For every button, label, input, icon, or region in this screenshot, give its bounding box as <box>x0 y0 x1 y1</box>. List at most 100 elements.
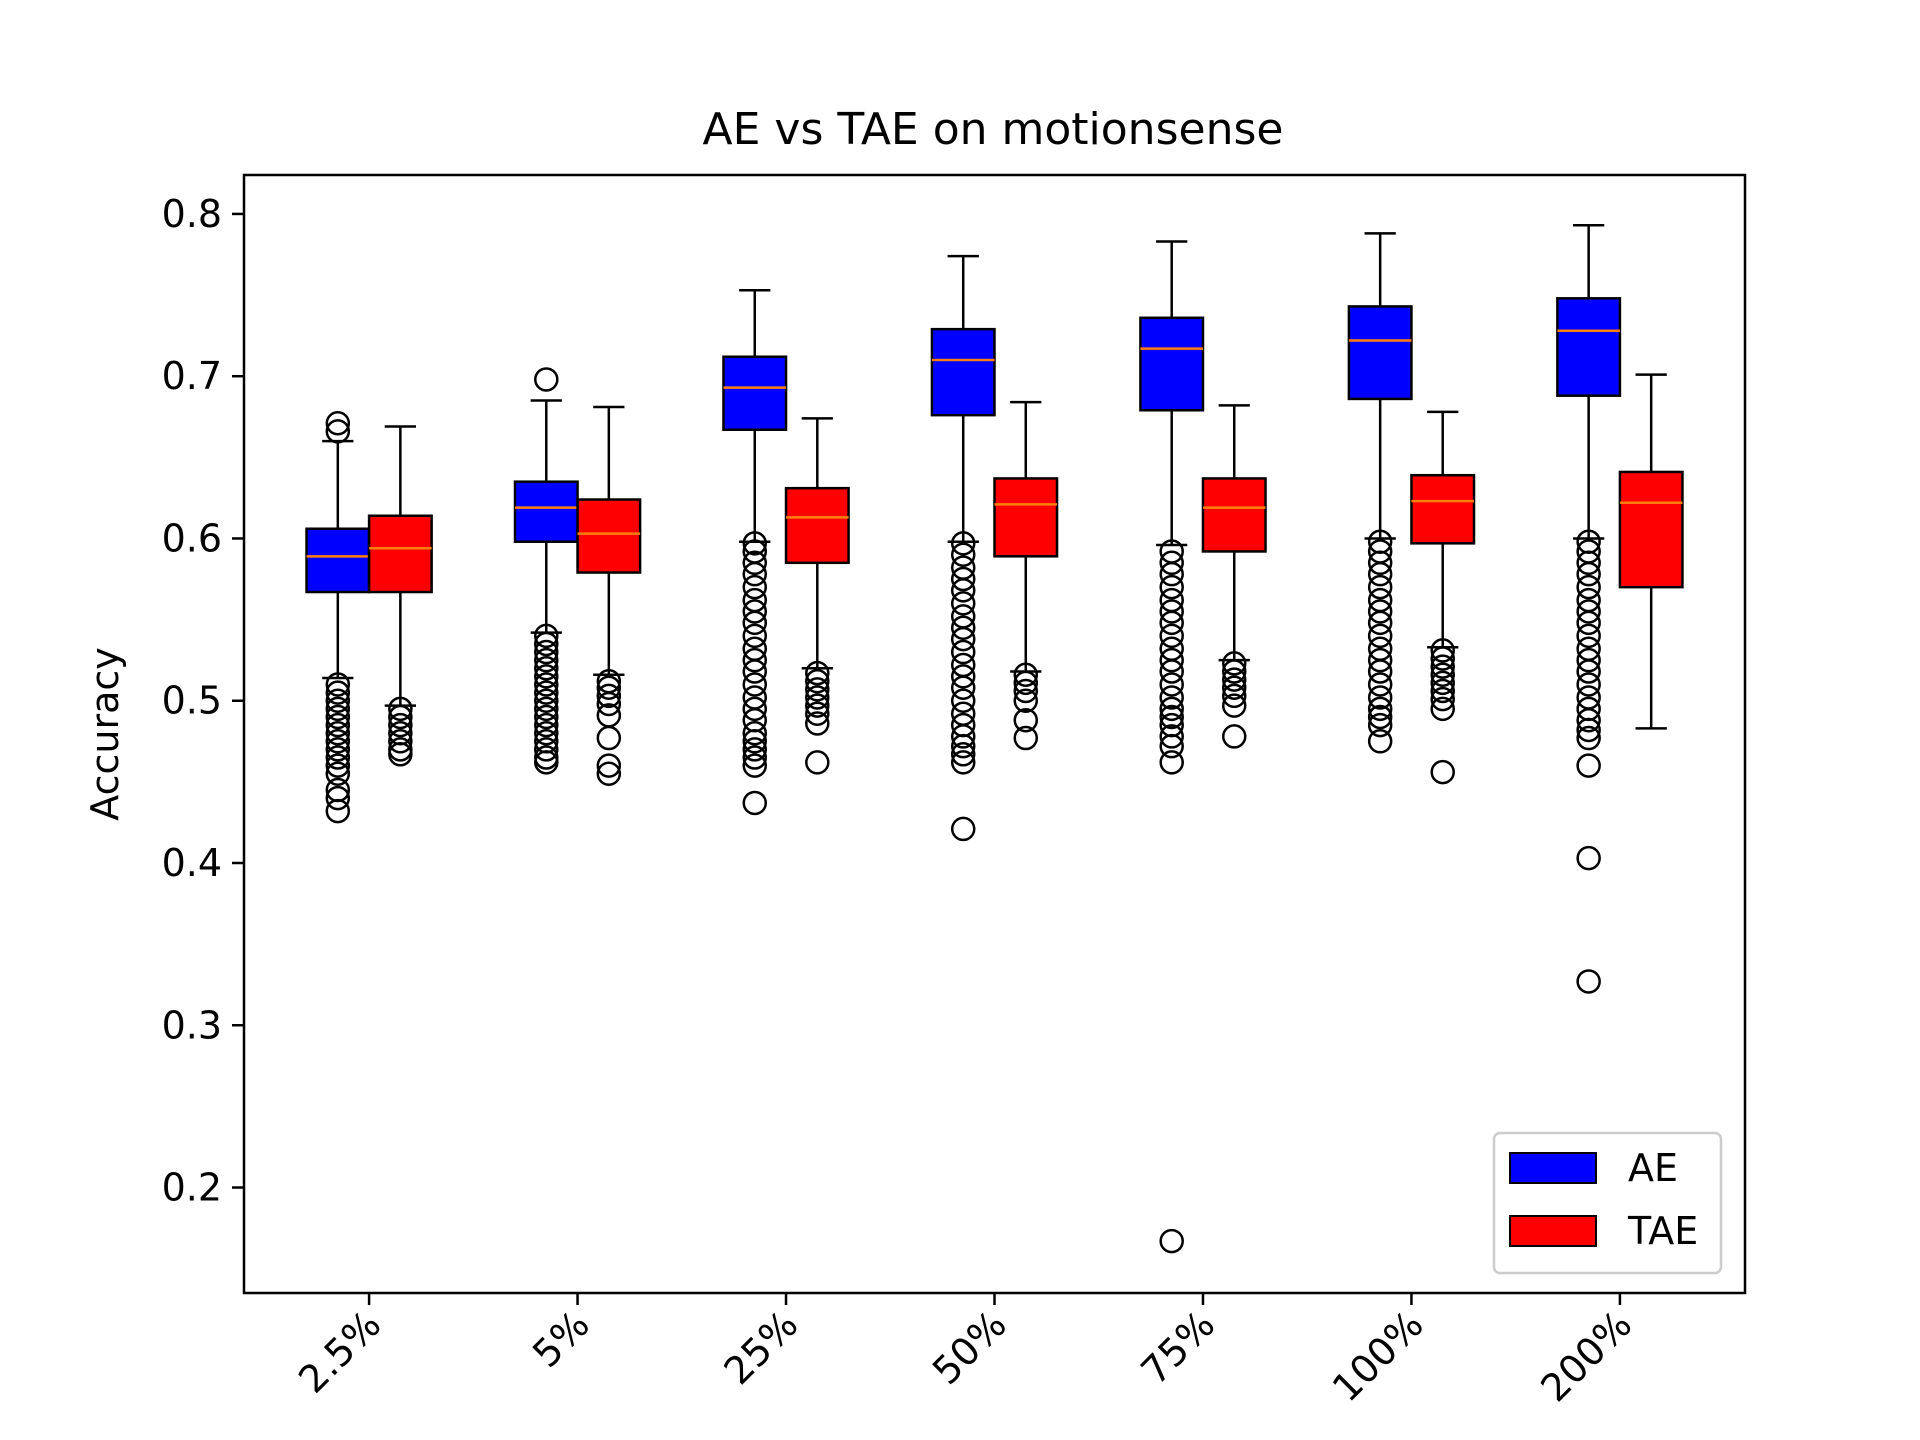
outlier-point <box>1159 733 1184 759</box>
box-ae-4 <box>1139 240 1205 1254</box>
outlier-point <box>950 566 976 592</box>
outlier-point <box>1367 712 1393 738</box>
box-tae-0 <box>367 425 433 767</box>
outlier-point <box>1221 693 1247 718</box>
outlier-point <box>325 737 351 762</box>
outlier-point <box>1159 550 1184 576</box>
outlier-point <box>325 672 351 697</box>
outlier-point <box>534 712 559 738</box>
outlier-point <box>1159 696 1184 722</box>
outlier-point <box>325 761 351 787</box>
outlier-point <box>596 675 622 701</box>
outlier-point <box>950 615 976 640</box>
outlier-point <box>805 711 830 736</box>
outlier-point <box>1221 667 1247 692</box>
outlier-point <box>534 623 559 649</box>
box-body <box>993 477 1059 558</box>
outlier-point <box>534 664 559 689</box>
outlier-point <box>1576 561 1601 587</box>
outlier-point <box>534 696 559 722</box>
outlier-point <box>1013 678 1039 704</box>
outlier-point <box>534 688 559 713</box>
outlier-point <box>1367 696 1393 722</box>
outlier-point <box>1159 574 1184 600</box>
box-body <box>367 514 433 594</box>
outlier-point <box>596 753 622 778</box>
box-ae-6 <box>1556 224 1622 994</box>
outlier-point <box>805 660 830 686</box>
outlier-point <box>1576 659 1601 684</box>
box-tae-1 <box>576 405 642 787</box>
outlier-point <box>742 659 768 684</box>
outlier-point <box>534 639 559 665</box>
outlier-point <box>805 701 830 726</box>
outlier-point <box>596 691 622 717</box>
outlier-point <box>742 531 768 556</box>
legend: AE TAE <box>1492 1131 1723 1275</box>
outlier-point <box>1576 623 1601 649</box>
outlier-point <box>805 677 830 702</box>
outlier-point <box>950 675 976 701</box>
outlier-point <box>534 737 559 762</box>
outlier-point <box>1159 1228 1184 1254</box>
outlier-point <box>1430 654 1455 679</box>
outlier-point <box>1159 672 1184 697</box>
outlier-point <box>1221 675 1247 701</box>
box-body <box>576 498 642 574</box>
outlier-point <box>742 647 768 673</box>
outlier-point <box>1430 670 1455 696</box>
outlier-point <box>1430 759 1455 785</box>
outlier-point <box>1367 561 1393 587</box>
outlier-point <box>1221 724 1247 749</box>
y-tick-label: 0.7 <box>162 354 222 398</box>
outlier-point <box>742 790 768 816</box>
outlier-point <box>1367 623 1393 649</box>
outlier-point <box>1159 724 1184 749</box>
outlier-point <box>1013 670 1039 696</box>
outlier-point <box>1576 845 1601 871</box>
outlier-point <box>950 542 976 567</box>
outlier-point <box>325 798 351 824</box>
outlier-point <box>1159 647 1184 673</box>
outlier-point <box>1159 623 1184 649</box>
outlier-point <box>950 578 976 603</box>
outlier-point <box>742 753 768 778</box>
outlier-point <box>742 550 768 576</box>
outlier-point <box>1576 707 1601 733</box>
outlier-point <box>1367 685 1393 710</box>
box-tae-2 <box>784 417 850 775</box>
y-tick-label: 0.5 <box>162 679 222 723</box>
outlier-point <box>742 729 768 754</box>
outlier-point <box>325 419 351 444</box>
legend-label-ae: AE <box>1628 1146 1678 1190</box>
legend-swatch-tae <box>1509 1215 1597 1247</box>
outlier-point <box>742 672 768 697</box>
outlier-point <box>1367 672 1393 697</box>
outlier-point <box>1576 969 1601 994</box>
outlier-point <box>325 729 351 754</box>
chart-title: AE vs TAE on motionsense <box>703 104 1284 155</box>
box-ae-5 <box>1347 232 1413 754</box>
outlier-point <box>742 696 768 722</box>
outlier-point <box>1221 651 1247 676</box>
plot-area <box>305 224 1684 1254</box>
outlier-point <box>1159 704 1184 730</box>
outlier-point <box>534 680 559 705</box>
outlier-point <box>1013 707 1039 733</box>
outlier-point <box>742 737 768 762</box>
outlier-point <box>1013 688 1039 713</box>
outlier-point <box>388 729 413 754</box>
outlier-point <box>1576 647 1601 673</box>
outlier-point <box>1576 717 1601 743</box>
outlier-point <box>1013 725 1039 751</box>
outlier-point <box>742 623 768 649</box>
box-body <box>722 355 788 432</box>
box-ae-1 <box>513 367 579 775</box>
box-tae-3 <box>993 400 1059 751</box>
outlier-point <box>805 693 830 718</box>
outlier-point <box>534 631 559 657</box>
outlier-point <box>950 626 976 652</box>
outlier-point <box>1159 610 1184 636</box>
outlier-point <box>534 367 559 392</box>
outlier-point <box>534 750 559 775</box>
